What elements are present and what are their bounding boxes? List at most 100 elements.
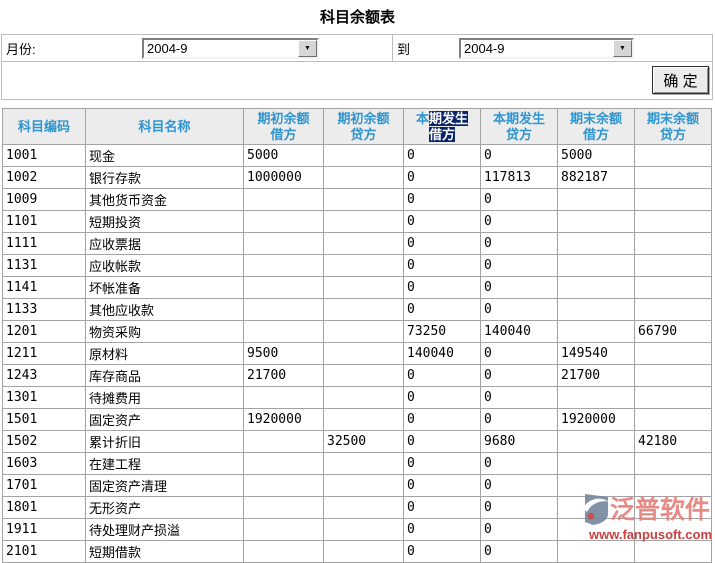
month-from-select[interactable]: 2004-9 ▼ [142, 37, 319, 59]
cell-name: 应收票据 [85, 232, 244, 255]
cell-end-credit [634, 474, 712, 497]
cell-period-debit: 0 [403, 188, 481, 211]
filter-cell-to: 到 2004-9 ▼ [393, 35, 712, 61]
cell-period-credit: 0 [480, 254, 558, 277]
cell-begin-credit [323, 518, 404, 541]
cell-end-debit [557, 276, 635, 299]
cell-begin-credit [323, 496, 404, 519]
cell-begin-credit [323, 342, 404, 365]
month-to-value: 2004-9 [464, 40, 505, 56]
cell-code: 1501 [2, 408, 86, 431]
cell-begin-debit: 5000 [243, 144, 324, 167]
chevron-down-icon[interactable]: ▼ [613, 39, 632, 57]
cell-name: 坏帐准备 [85, 276, 244, 299]
cell-period-debit: 73250 [403, 320, 481, 343]
filter-cell-from: 月份: 2004-9 ▼ [2, 35, 393, 61]
cell-end-credit [634, 144, 712, 167]
cell-begin-credit [323, 254, 404, 277]
cell-end-credit [634, 232, 712, 255]
cell-code: 1243 [2, 364, 86, 387]
cell-period-credit: 0 [480, 342, 558, 365]
cell-code: 1001 [2, 144, 86, 167]
cell-code: 1201 [2, 320, 86, 343]
cell-period-debit: 0 [403, 276, 481, 299]
col-header-end-credit: 期末余额 贷方 [634, 108, 712, 145]
cell-end-credit [634, 166, 712, 189]
cell-begin-credit [323, 408, 404, 431]
page-title: 科目余额表 [319, 9, 395, 26]
cell-end-credit [634, 452, 712, 475]
confirm-button[interactable]: 确 定 [652, 66, 709, 94]
cell-period-debit: 0 [403, 364, 481, 387]
cell-end-credit [634, 210, 712, 233]
header-text-selected: 期发生 [429, 110, 469, 126]
month-to-select[interactable]: 2004-9 ▼ [459, 37, 634, 59]
balance-table: 科目编码 科目名称 期初余额 借方 期初余额 贷方 本期发生 借方 本期发生 贷方… [2, 108, 712, 563]
filter-row: 月份: 2004-9 ▼ 到 2004-9 ▼ [2, 35, 712, 62]
cell-end-debit [557, 496, 635, 519]
cell-begin-credit [323, 188, 404, 211]
cell-code: 1002 [2, 166, 86, 189]
cell-end-debit: 5000 [557, 144, 635, 167]
cell-begin-credit: 32500 [323, 430, 404, 453]
cell-begin-debit [243, 540, 324, 563]
col-header-begin-debit: 期初余额 借方 [243, 108, 324, 145]
cell-end-credit [634, 342, 712, 365]
month-label: 月份: [6, 41, 36, 57]
cell-end-debit: 1920000 [557, 408, 635, 431]
cell-end-credit [634, 540, 712, 563]
cell-period-credit: 0 [480, 298, 558, 321]
cell-begin-debit [243, 298, 324, 321]
cell-end-debit [557, 540, 635, 563]
cell-code: 1133 [2, 298, 86, 321]
cell-period-debit: 0 [403, 210, 481, 233]
col-header-begin-credit: 期初余额 贷方 [323, 108, 404, 145]
cell-end-debit [557, 232, 635, 255]
cell-period-credit: 0 [480, 144, 558, 167]
cell-begin-credit [323, 540, 404, 563]
cell-begin-debit: 1000000 [243, 166, 324, 189]
cell-begin-debit [243, 232, 324, 255]
cell-end-credit [634, 496, 712, 519]
cell-period-credit: 0 [480, 474, 558, 497]
cell-period-debit: 0 [403, 232, 481, 255]
header-text: 本 [415, 110, 429, 126]
col-header-name: 科目名称 [85, 108, 244, 145]
cell-end-debit [557, 386, 635, 409]
cell-begin-credit [323, 232, 404, 255]
cell-end-credit [634, 364, 712, 387]
cell-period-debit: 0 [403, 452, 481, 475]
table-row: 1701 固定资产清理 0 0 [2, 474, 712, 497]
cell-period-debit: 0 [403, 540, 481, 563]
cell-period-debit: 0 [403, 496, 481, 519]
cell-period-debit: 0 [403, 144, 481, 167]
cell-end-debit [557, 320, 635, 343]
cell-begin-credit [323, 166, 404, 189]
header-text-selected: 借方 [428, 126, 455, 142]
cell-begin-debit: 9500 [243, 342, 324, 365]
cell-end-debit [557, 518, 635, 541]
cell-name: 库存商品 [85, 364, 244, 387]
cell-begin-debit [243, 254, 324, 277]
cell-name: 短期投资 [85, 210, 244, 233]
cell-code: 1101 [2, 210, 86, 233]
cell-end-credit [634, 188, 712, 211]
cell-period-debit: 0 [403, 408, 481, 431]
cell-period-debit: 0 [403, 474, 481, 497]
header-row: 科目编码 科目名称 期初余额 借方 期初余额 贷方 本期发生 借方 本期发生 贷方… [2, 108, 712, 145]
cell-name: 其他应收款 [85, 298, 244, 321]
table-row: 1111 应收票据 0 0 [2, 232, 712, 255]
table-row: 1502 累计折旧 32500 0 9680 42180 [2, 430, 712, 453]
cell-name: 物资采购 [85, 320, 244, 343]
cell-name: 银行存款 [85, 166, 244, 189]
cell-period-debit: 0 [403, 298, 481, 321]
table-row: 1101 短期投资 0 0 [2, 210, 712, 233]
chevron-down-icon[interactable]: ▼ [298, 39, 317, 57]
cell-code: 1301 [2, 386, 86, 409]
cell-begin-debit [243, 518, 324, 541]
cell-begin-credit [323, 210, 404, 233]
col-header-period-credit: 本期发生 贷方 [480, 108, 558, 145]
col-header-period-debit: 本期发生 借方 [403, 108, 481, 145]
cell-period-credit: 9680 [480, 430, 558, 453]
cell-begin-credit [323, 364, 404, 387]
